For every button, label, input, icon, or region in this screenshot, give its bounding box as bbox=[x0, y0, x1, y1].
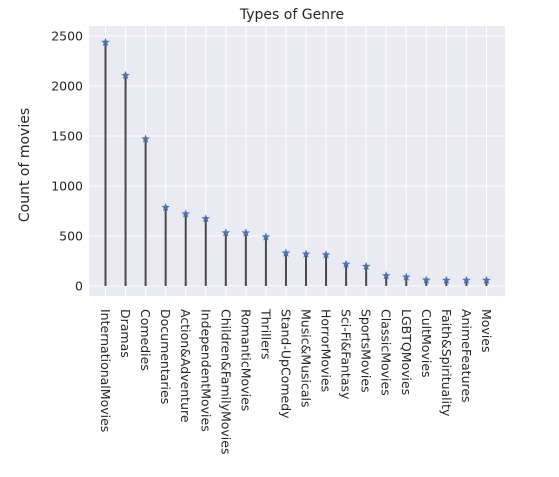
marker-cultmovies bbox=[421, 275, 431, 284]
marker-stand-upcomedy bbox=[281, 248, 291, 257]
x-tick-label: Faith&Spirituality bbox=[439, 309, 454, 417]
x-tick-label: SportsMovies bbox=[359, 309, 374, 393]
x-tick-label: Comedies bbox=[138, 309, 153, 371]
x-tick-label: ClassicMovies bbox=[379, 309, 394, 396]
x-axis: InternationalMovies Dramas Comedies Documen… bbox=[98, 308, 494, 454]
y-axis-title: Count of movies bbox=[17, 108, 33, 222]
markers bbox=[101, 37, 491, 285]
y-tick-label: 2000 bbox=[51, 79, 83, 94]
plot-area bbox=[89, 26, 505, 296]
x-tick-label: Movies bbox=[479, 309, 494, 353]
marker-sci-fi&fantasy bbox=[341, 259, 351, 268]
marker-internationalmovies bbox=[101, 37, 110, 47]
marker-movies bbox=[482, 275, 491, 285]
x-tick-label: Action&Adventure bbox=[178, 309, 193, 423]
y-axis: 0 500 1000 1500 2000 2500 bbox=[51, 29, 83, 294]
chart-title: Types of Genre bbox=[239, 7, 344, 23]
y-tick-label: 500 bbox=[59, 229, 83, 244]
x-tick-label: Children&FamilyMovies bbox=[218, 309, 233, 454]
marker-animefeatures bbox=[462, 275, 471, 285]
x-tick-label: RomanticMovies bbox=[238, 309, 253, 411]
x-tick-label: LGBTQMovies bbox=[399, 309, 414, 395]
x-tick-label: InternationalMovies bbox=[98, 309, 113, 432]
marker-music&musicals bbox=[301, 249, 311, 258]
marker-thrillers bbox=[261, 232, 271, 241]
y-tick-label: 0 bbox=[75, 279, 83, 294]
marker-children&familymovies bbox=[221, 228, 231, 237]
marker-classicmovies bbox=[381, 271, 391, 280]
y-tick-label: 1000 bbox=[51, 179, 83, 194]
y-tick-label: 2500 bbox=[51, 29, 83, 44]
x-tick-label: Music&Musicals bbox=[299, 309, 314, 408]
marker-lgbtqmovies bbox=[401, 272, 411, 281]
x-tick-label: Documentaries bbox=[158, 309, 173, 404]
marker-dramas bbox=[121, 70, 130, 80]
x-tick-label: AnimeFeatures bbox=[459, 309, 474, 403]
x-tick-label: CultMovies bbox=[419, 309, 434, 378]
stems bbox=[104, 42, 488, 286]
marker-independentmovies bbox=[201, 214, 211, 223]
x-tick-label: Sci-Fi&Fantasy bbox=[339, 309, 354, 400]
x-tick-label: Thrillers bbox=[258, 308, 273, 359]
marker-sportsmovies bbox=[361, 261, 371, 271]
marker-documentaries bbox=[161, 202, 171, 212]
x-tick-label: HorrorMovies bbox=[319, 309, 334, 392]
marker-horrormovies bbox=[321, 250, 331, 259]
y-tick-label: 1500 bbox=[51, 129, 83, 144]
x-tick-label: Dramas bbox=[118, 309, 133, 358]
marker-action&adventure bbox=[181, 209, 191, 218]
marker-comedies bbox=[141, 134, 150, 143]
marker-faith&spirituality bbox=[441, 275, 451, 285]
x-tick-label: Stand-UpComedy bbox=[278, 309, 293, 419]
x-tick-label: IndependentMovies bbox=[198, 309, 213, 432]
marker-romanticmovies bbox=[241, 228, 251, 237]
